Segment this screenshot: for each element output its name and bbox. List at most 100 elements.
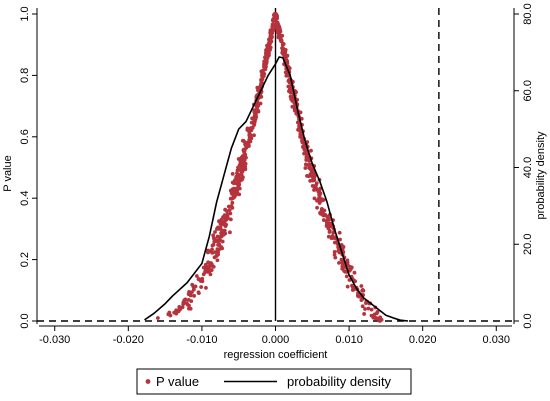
scatter-point <box>222 214 226 219</box>
scatter-point <box>312 196 317 201</box>
scatter-point <box>352 270 357 275</box>
scatter-point <box>193 284 198 289</box>
scatter-point <box>247 144 251 148</box>
scatter-point <box>155 316 160 320</box>
scatter-point <box>173 310 177 315</box>
scatter-point <box>264 52 269 57</box>
scatter-point <box>261 74 266 79</box>
scatter-point <box>200 276 205 281</box>
scatter-point <box>201 265 206 270</box>
y-left-tick-label: 0.0 <box>19 313 31 328</box>
scatter-point <box>177 305 182 309</box>
scatter-point <box>247 138 252 142</box>
scatter-point <box>295 120 300 125</box>
scatter-point <box>276 22 281 27</box>
scatter-point <box>288 84 292 89</box>
scatter-point <box>266 46 271 51</box>
scatter-point <box>204 262 208 267</box>
scatter-point <box>305 173 309 178</box>
y-left-tick-label: 1.0 <box>19 6 31 21</box>
scatter-point <box>237 182 241 187</box>
scatter-point <box>252 112 257 117</box>
scatter-point <box>310 174 315 179</box>
scatter-point <box>272 15 277 20</box>
scatter-point <box>303 151 308 156</box>
y-left-tick-label: 0.2 <box>19 252 31 267</box>
scatter-point <box>263 64 268 68</box>
x-axis-title: regression coefficient <box>224 349 328 361</box>
scatter-point <box>363 307 367 311</box>
scatter-point <box>177 307 182 312</box>
y-right-tick-label: 20.0 <box>522 234 534 255</box>
scatter-point <box>242 158 247 163</box>
scatter-point <box>218 238 223 243</box>
scatter-point <box>369 307 374 312</box>
scatter-point <box>285 53 290 58</box>
scatter-point <box>238 168 243 172</box>
scatter-point <box>219 245 224 250</box>
scatter-point <box>218 221 223 225</box>
scatter-point <box>275 30 280 34</box>
scatter-point <box>210 264 215 269</box>
y-right-tick-label: 0.0 <box>522 313 534 328</box>
scatter-point <box>211 236 216 241</box>
scatter-point <box>236 165 240 170</box>
scatter-point <box>168 313 173 318</box>
x-tick-label: -0.020 <box>113 334 144 346</box>
scatter-point <box>213 250 218 255</box>
scatter-point <box>245 126 250 131</box>
scatter-point <box>347 278 352 282</box>
scatter-point <box>225 212 230 217</box>
legend-marker-p-value <box>145 379 151 384</box>
scatter-point <box>187 306 191 311</box>
y-left-tick-label: 0.8 <box>19 68 31 83</box>
scatter-point <box>235 171 239 176</box>
scatter-point <box>254 106 259 110</box>
scatter-point <box>258 101 263 106</box>
scatter-point <box>217 242 222 247</box>
scatter-point <box>231 193 236 197</box>
scatter-point <box>317 188 322 193</box>
scatter-point <box>230 200 235 205</box>
scatter-point <box>308 178 313 183</box>
scatter-point <box>303 166 308 170</box>
y-left-tick-label: 0.4 <box>19 191 31 206</box>
scatter-point <box>181 300 186 305</box>
scatter-point <box>243 143 248 148</box>
scatter-point <box>252 123 257 127</box>
scatter-point <box>190 282 195 287</box>
scatter-point <box>247 133 252 138</box>
scatter-point <box>322 208 327 213</box>
y-right-tick-label: 60.0 <box>522 80 534 101</box>
scatter-point <box>229 204 234 209</box>
legend: P value probability density <box>136 368 412 395</box>
scatter-point <box>300 139 305 143</box>
scatter-point <box>359 298 364 303</box>
scatter-point <box>194 274 199 278</box>
scatter-point <box>208 272 213 277</box>
scatter-point <box>221 220 226 225</box>
scatter-point <box>207 263 212 268</box>
scatter-point <box>189 299 194 304</box>
scatter-point <box>206 260 211 265</box>
scatter-point <box>276 33 281 38</box>
scatter-point <box>242 155 247 159</box>
scatter-point <box>321 218 326 222</box>
scatter-point <box>231 196 236 200</box>
scatter-point <box>231 186 236 191</box>
scatter-point <box>249 120 254 125</box>
scatter-point <box>314 183 318 188</box>
scatter-point <box>228 230 232 235</box>
scatter-point <box>309 148 313 153</box>
scatter-point <box>215 247 220 252</box>
scatter-point <box>312 188 316 192</box>
scatter-point <box>303 162 308 167</box>
scatter-point <box>221 232 226 237</box>
scatter-point <box>375 316 380 321</box>
scatter-series-p-value <box>155 12 384 323</box>
scatter-point <box>268 34 273 39</box>
scatter-point <box>283 57 288 62</box>
y-left-axis-title: P value <box>2 155 14 192</box>
scatter-point <box>271 22 276 27</box>
